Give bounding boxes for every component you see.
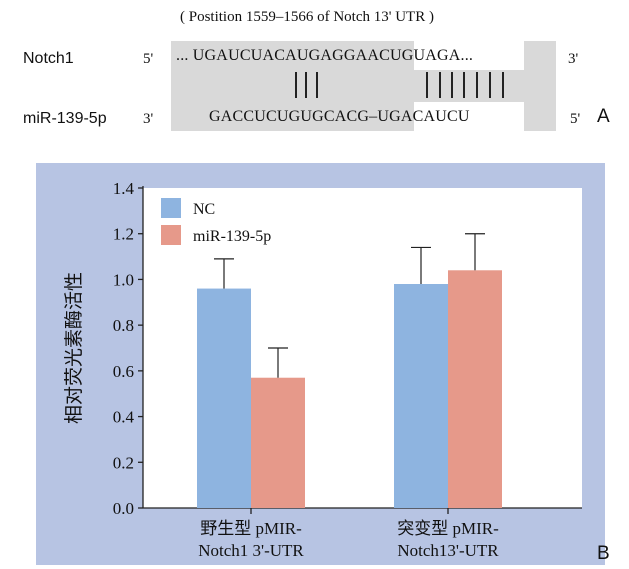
base-pair-line <box>476 72 478 98</box>
notch-3prime-label: 3' <box>568 51 579 67</box>
notch1-sequence-prefix: ... UGAUCUACAUGAGGA <box>176 47 368 64</box>
notch1-sequence: ... UGAUCUACAUGAGGAACUGUAGA... <box>176 47 473 65</box>
notch1-sequence-seed: ACUGUAGA <box>367 47 461 64</box>
x-category-label: 突变型 pMIR- <box>397 519 499 538</box>
y-tick-label: 0.0 <box>113 499 134 518</box>
x-category-label: Notch13'-UTR <box>397 541 499 560</box>
gene-label-notch1: Notch1 <box>23 50 74 67</box>
legend-label-nc: NC <box>193 201 215 218</box>
panel-letter-b: B <box>597 543 610 564</box>
y-tick-label: 1.2 <box>113 225 134 244</box>
position-caption: ( Postition 1559–1566 of Notch 13' UTR ) <box>180 9 434 25</box>
notch1-sequence-suffix: ... <box>460 47 474 64</box>
mirna-sequence-seed: UGACAUCU <box>377 108 470 125</box>
base-pair-line <box>316 72 318 98</box>
y-tick-label: 0.8 <box>113 316 134 335</box>
x-category-label: 野生型 pMIR- <box>200 519 302 538</box>
mirna-3prime-label: 3' <box>143 111 154 127</box>
y-tick-label: 1.0 <box>113 270 134 289</box>
mirna-seed-highlight <box>414 102 524 131</box>
notch-5prime-label: 5' <box>143 51 154 67</box>
base-pair-line <box>502 72 504 98</box>
y-tick-label: 0.2 <box>113 453 134 472</box>
sequence-alignment-box: ... UGAUCUACAUGAGGAACUGUAGA... GACCUCUGU… <box>171 41 556 131</box>
legend-label-mir139: miR-139-5p <box>193 228 271 245</box>
base-pair-line <box>439 72 441 98</box>
bar-mir139-2 <box>448 270 502 508</box>
legend-swatch-nc <box>161 198 181 218</box>
x-category-label: Notch1 3'-UTR <box>198 541 304 560</box>
mirna-sequence-prefix: GACCUCUGUGCACG– <box>209 108 378 125</box>
y-tick-label: 0.6 <box>113 362 134 381</box>
mirna-label: miR-139-5p <box>23 110 107 127</box>
base-pair-line <box>489 72 491 98</box>
notch-seed-highlight <box>414 41 524 70</box>
bar-nc-1 <box>197 288 251 508</box>
legend-swatch-mir139 <box>161 225 181 245</box>
y-tick-label: 1.4 <box>113 179 135 198</box>
panel-letter-a: A <box>597 106 610 127</box>
base-pair-line <box>295 72 297 98</box>
mirna-sequence: GACCUCUGUGCACG–UGACAUCU <box>209 108 470 126</box>
base-pair-line <box>426 72 428 98</box>
y-axis-title: 相对荧光素酶活性 <box>63 272 85 424</box>
base-pair-line <box>305 72 307 98</box>
mirna-5prime-label: 5' <box>570 111 581 127</box>
y-tick-label: 0.4 <box>113 408 135 427</box>
base-pair-line <box>463 72 465 98</box>
bar-mir139-1 <box>251 377 305 508</box>
base-pair-line <box>451 72 453 98</box>
bar-nc-2 <box>394 284 448 508</box>
